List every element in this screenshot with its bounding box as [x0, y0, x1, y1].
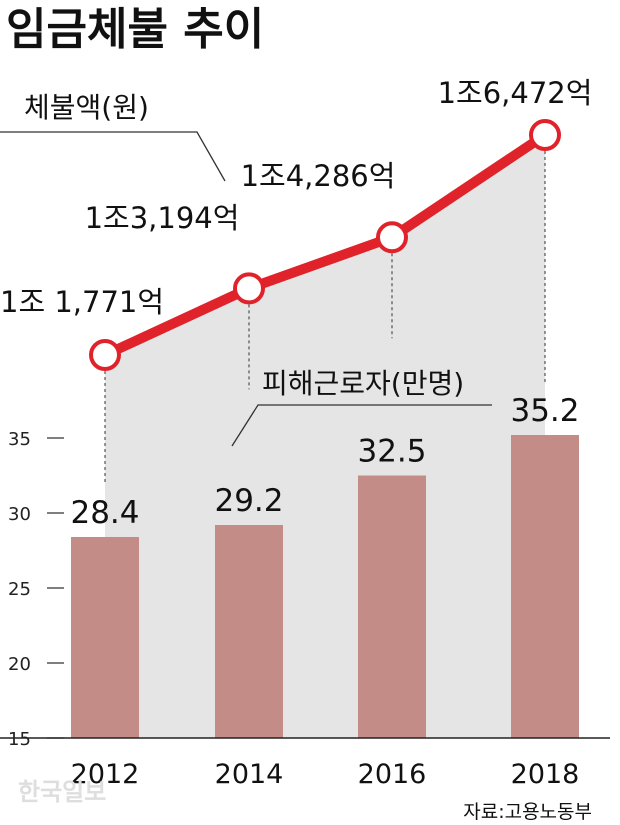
y-tick-label: 30 — [8, 504, 31, 525]
y-tick-label: 20 — [8, 654, 31, 675]
bars — [71, 435, 579, 738]
x-tick-label: 2014 — [215, 759, 284, 790]
line-marker-2012 — [89, 339, 121, 371]
x-tick-label: 2016 — [358, 759, 427, 790]
line-value-label: 1조4,286억 — [241, 159, 396, 193]
y-tick-label: 35 — [8, 429, 31, 450]
chart-title: 임금체불 추이 — [6, 4, 264, 55]
x-tick-label: 2018 — [511, 759, 580, 790]
data-labels: 28.4 29.2 32.5 35.2 1조 1,771억 1조3,194억1조4,286… — [0, 76, 592, 531]
line-series-name: 체불액(원) — [24, 91, 149, 124]
bar-value-label: 28.4 — [70, 495, 139, 531]
y-tick-label: 15 — [8, 729, 31, 750]
line-marker-2014 — [233, 272, 265, 305]
bar-value-label: 29.2 — [214, 483, 283, 519]
bar-series-callout — [231, 404, 492, 447]
callout-lines — [0, 131, 546, 485]
line-value-label: 1조 1,771억 — [0, 285, 164, 319]
bar-value-label: 32.5 — [357, 434, 426, 470]
bar-value-label: 35.2 — [510, 393, 579, 429]
line-series-callout — [0, 131, 226, 182]
line-marker-2018 — [529, 119, 561, 151]
x-tick-label: 2012 — [71, 759, 140, 790]
bar-2012 — [71, 537, 139, 738]
y-tick-label: 25 — [8, 579, 31, 600]
y-axis: 35 30 25 20 15 2012 2014 2016 2018 — [0, 429, 610, 790]
bar-2014 — [215, 525, 283, 738]
line-value-label: 1조6,472억 — [438, 76, 593, 110]
line-path — [102, 130, 548, 360]
bar-2018 — [511, 435, 579, 738]
watermark: 한국일보 — [18, 778, 106, 806]
line-series — [89, 119, 561, 371]
bar-series-name: 피해근로자(만명) — [262, 367, 464, 400]
line-marker-2016 — [376, 221, 408, 254]
line-value-label: 1조3,194억 — [85, 201, 240, 235]
source-note: 자료:고용노동부 — [463, 801, 592, 823]
bar-2016 — [358, 475, 426, 738]
